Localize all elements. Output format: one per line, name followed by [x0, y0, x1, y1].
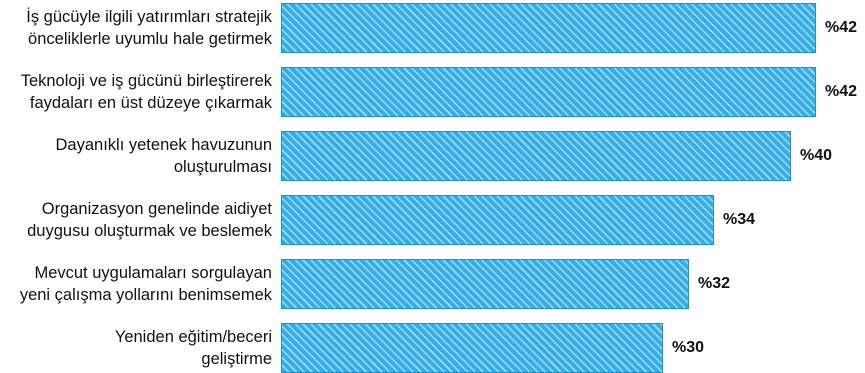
value-label: %42 — [825, 83, 858, 100]
category-label: Yeniden eğitim/beceri geliştirme — [0, 326, 272, 370]
category-label-line: yeni çalışma yollarını benimsemek — [19, 286, 272, 304]
value-label: %34 — [723, 211, 756, 228]
category-label-line: duygusu oluşturmak ve beslemek — [27, 222, 272, 240]
bar — [281, 67, 816, 117]
bar — [281, 323, 663, 373]
category-label-line: Mevcut uygulamaları sorgulayan — [34, 264, 272, 282]
category-label: İş gücüyle ilgili yatırımları stratejik ö… — [0, 6, 272, 50]
category-label-line: oluşturulması — [173, 158, 272, 176]
category-label-line: önceliklerle uyumlu hale getirmek — [28, 30, 272, 48]
category-label: Organizasyon genelinde aidiyet duygusu ol… — [0, 198, 272, 242]
category-label-line: faydaları en üst düzeye çıkarmak — [29, 94, 272, 112]
value-label: %32 — [698, 275, 731, 292]
bar — [281, 3, 816, 53]
category-label: Teknoloji ve iş gücünü birleştirerek fayd… — [0, 70, 272, 114]
category-label-line: İş gücüyle ilgili yatırımları stratejik — [26, 8, 272, 26]
value-label: %30 — [672, 339, 705, 356]
category-label-line: Yeniden eğitim/beceri — [114, 328, 272, 346]
category-label-line: geliştirme — [201, 350, 272, 368]
bar — [281, 195, 714, 245]
category-label-line: Organizasyon genelinde aidiyet — [41, 200, 272, 218]
value-label: %40 — [800, 147, 833, 164]
category-label-line: Teknoloji ve iş gücünü birleştirerek — [20, 72, 272, 90]
category-label: Dayanıklı yetenek havuzunun oluşturulması — [0, 134, 272, 178]
category-label-line: Dayanıklı yetenek havuzunun — [55, 136, 272, 154]
category-label: Mevcut uygulamaları sorgulayan yeni çalış… — [0, 262, 272, 306]
bar — [281, 131, 791, 181]
value-label: %42 — [825, 19, 858, 36]
bar — [281, 259, 689, 309]
